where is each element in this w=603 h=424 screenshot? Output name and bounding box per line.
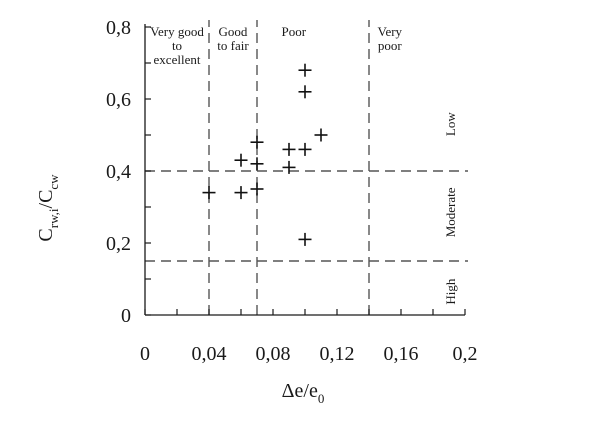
x-tick-label: 0,12 bbox=[320, 343, 355, 365]
region-label-line: Very bbox=[378, 24, 403, 39]
region-label: Very good to excellent bbox=[150, 24, 204, 67]
y-tick-label: 0 bbox=[121, 305, 131, 327]
data-point bbox=[234, 153, 248, 167]
region-label-line: Poor bbox=[282, 24, 307, 39]
region-label-line: to fair bbox=[217, 38, 249, 53]
plot-axes: 0 0,2 0,4 0,6 0,8 0 0,04 0,08 0,12 0,16 0,2 bbox=[106, 17, 478, 365]
x-tick-label: 0,08 bbox=[256, 343, 291, 365]
y-tick-label: 0,2 bbox=[106, 233, 131, 255]
region-label: Poor bbox=[282, 24, 307, 39]
risk-class-labels: Low Moderate High bbox=[443, 112, 458, 305]
x-tick-label: 0,2 bbox=[453, 343, 478, 365]
data-point bbox=[298, 85, 312, 99]
y-tick-label: 0,4 bbox=[106, 161, 131, 183]
region-label-line: excellent bbox=[154, 52, 201, 67]
data-point bbox=[282, 160, 296, 174]
x-axis-title: Δe/e0 bbox=[282, 380, 325, 406]
x-tick-label: 0,16 bbox=[384, 343, 419, 365]
data-point bbox=[298, 63, 312, 77]
x-tick-label: 0 bbox=[140, 343, 150, 365]
region-label: Good to fair bbox=[217, 24, 249, 53]
y-axis-title: Crw,i/Ccw bbox=[35, 174, 61, 242]
data-point bbox=[250, 135, 264, 149]
x-tick-label: 0,04 bbox=[192, 343, 227, 365]
data-point bbox=[314, 128, 328, 142]
class-label: Low bbox=[443, 112, 458, 136]
threshold-lines bbox=[145, 20, 468, 315]
region-label-line: poor bbox=[378, 38, 403, 53]
region-label-line: Good bbox=[219, 24, 248, 39]
data-point bbox=[234, 186, 248, 200]
data-point bbox=[250, 157, 264, 171]
data-point bbox=[282, 142, 296, 156]
condition-region-labels: Very good to excellent Good to fair Poor Very p… bbox=[150, 24, 402, 67]
data-point bbox=[298, 232, 312, 246]
data-point bbox=[202, 186, 216, 200]
region-label-line: to bbox=[172, 38, 182, 53]
region-label: Very poor bbox=[378, 24, 403, 53]
class-label: Moderate bbox=[443, 187, 458, 237]
region-label-line: Very good bbox=[150, 24, 204, 39]
y-tick-label: 0,6 bbox=[106, 89, 131, 111]
axis-titles: Crw,i/Ccw Δe/e0 bbox=[35, 174, 324, 406]
data-point bbox=[298, 142, 312, 156]
data-points bbox=[202, 63, 328, 246]
data-point bbox=[250, 182, 264, 196]
y-tick-label: 0,8 bbox=[106, 17, 131, 39]
class-label: High bbox=[443, 278, 458, 305]
